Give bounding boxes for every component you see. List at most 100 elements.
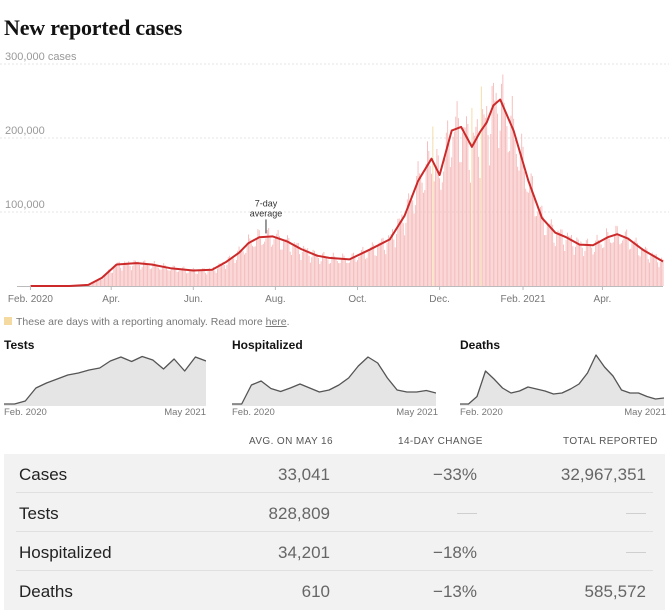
daily-bar [361,250,362,286]
daily-bar [231,256,233,286]
daily-bar [398,218,400,286]
x-tick-label: Oct. [348,294,366,305]
daily-bar [577,239,579,286]
daily-bar [527,192,529,286]
daily-bar [486,105,488,286]
daily-bar [397,218,399,286]
daily-bar [412,200,414,286]
daily-bar [198,270,200,286]
daily-bar [642,248,644,286]
daily-bar [619,244,621,286]
daily-bar [487,135,489,286]
daily-bar [436,148,438,286]
daily-bar [151,268,153,286]
daily-bar [202,268,204,286]
row-change: −13% [433,582,477,601]
daily-bar [222,261,224,286]
daily-bar [519,153,521,286]
daily-bar [651,252,653,286]
x-tick-label: Feb. 2020 [8,294,53,305]
daily-bar [639,256,641,286]
daily-bar [196,274,198,286]
daily-bar [472,132,474,286]
daily-bar [466,116,467,286]
daily-bar [98,278,100,286]
daily-bar [157,267,159,286]
daily-bar [427,141,428,286]
mini-chart-plot [232,356,436,406]
daily-bar [579,243,581,286]
x-tick-label: Aug. [265,294,286,305]
daily-bar [134,260,136,286]
daily-bar [91,283,93,286]
daily-bar [291,254,292,286]
daily-bar [225,269,227,286]
mini-line [460,354,664,405]
daily-bar [440,189,442,286]
daily-bar [161,266,163,286]
daily-bar [569,236,571,286]
daily-bar [557,230,559,286]
daily-bar [296,243,298,286]
daily-bar [172,265,174,286]
daily-bar [523,171,525,286]
daily-bar [513,118,515,286]
daily-bar [105,274,107,286]
daily-bar [494,100,496,286]
daily-bar [394,247,396,286]
daily-bar [654,254,656,286]
mini-chart-tests: Tests Feb. 2020 May 2021 [4,338,214,422]
daily-bar [114,264,116,286]
daily-bar [420,178,422,286]
daily-bar [661,257,663,286]
daily-bar [606,228,607,286]
row-avg: 33,041 [278,465,330,484]
daily-bar [292,245,294,286]
daily-bar [363,251,365,286]
daily-bar [355,261,357,286]
daily-bar [219,263,221,286]
daily-bar [433,181,435,286]
row-divider [16,531,653,532]
daily-bar [608,238,610,286]
daily-bar [139,264,140,286]
table-row-cases: Cases 33,041 −33% 32,967,351 [4,454,665,493]
daily-bar [281,249,283,286]
daily-bar [591,247,593,286]
mini-area [232,357,436,406]
daily-bar [638,255,640,286]
daily-bar [213,266,214,286]
daily-bar [248,234,249,286]
table-row-tests: Tests 828,809 [4,493,665,532]
daily-bar [546,225,548,286]
daily-bar [171,268,173,286]
annotation-label: average [250,208,283,218]
daily-bar [369,249,371,286]
daily-bar [641,249,642,286]
daily-bar [283,241,284,286]
daily-bar [424,190,426,286]
daily-bar [175,269,177,286]
daily-bar [206,274,208,286]
daily-bar [313,250,315,286]
daily-bar [448,139,450,286]
daily-bar [266,229,268,286]
daily-bar [573,254,575,286]
read-more-link[interactable]: here [265,316,287,328]
daily-bar [297,242,299,286]
daily-bar [309,262,311,286]
daily-bar [237,250,239,286]
daily-bar [116,263,118,286]
daily-bar [253,246,255,286]
daily-bar [331,256,333,286]
average-line [30,98,664,287]
daily-bar [324,256,326,286]
daily-bar [311,257,313,286]
daily-bar [626,229,628,286]
daily-bar [160,269,162,286]
daily-bar [604,237,606,286]
mini-chart-deaths: Deaths Feb. 2020 May 2021 [460,338,669,422]
daily-bar [184,269,186,286]
daily-bar [463,127,465,287]
daily-bar [650,255,652,286]
